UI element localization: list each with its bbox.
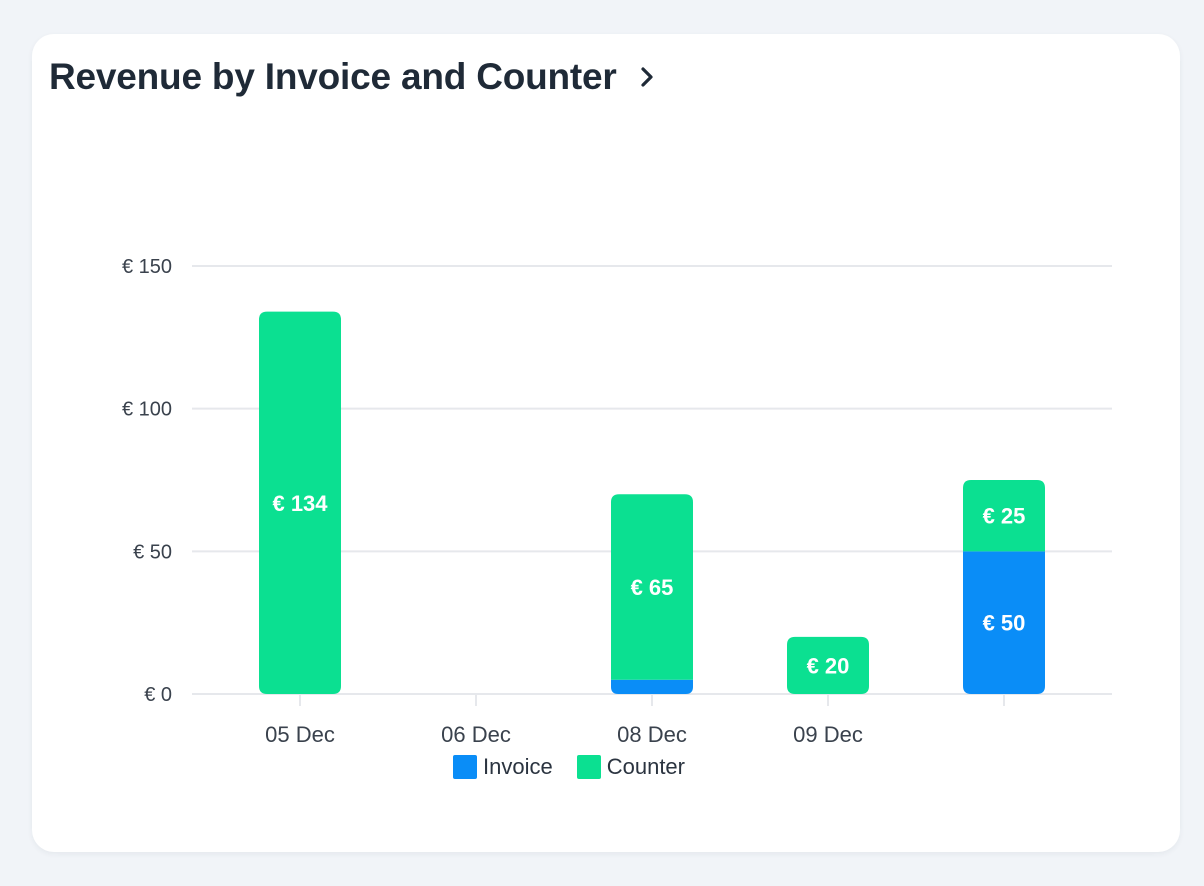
x-tick-label: 05 Dec bbox=[265, 722, 335, 747]
bar-counter-4 bbox=[963, 480, 1045, 552]
chart-legend: Invoice Counter bbox=[453, 754, 709, 780]
revenue-card bbox=[32, 34, 1180, 852]
bar-counter-0 bbox=[259, 311, 341, 694]
chevron-right-icon bbox=[641, 67, 653, 87]
legend-swatch-counter bbox=[576, 755, 601, 779]
y-tick-label: € 150 bbox=[122, 256, 172, 278]
bar-counter-2 bbox=[611, 494, 693, 680]
card-header-link[interactable]: Revenue by Invoice and Counter bbox=[49, 56, 657, 98]
x-tick-label: 06 Dec bbox=[441, 722, 511, 747]
legend-item-invoice[interactable]: Invoice bbox=[453, 754, 553, 780]
y-tick-label: € 0 bbox=[144, 684, 172, 706]
x-tick-label: 09 Dec bbox=[793, 722, 863, 747]
bar-invoice-4 bbox=[963, 551, 1045, 694]
data-label: € 134 bbox=[272, 491, 328, 516]
legend-item-counter[interactable]: Counter bbox=[576, 754, 685, 780]
data-label: € 50 bbox=[983, 611, 1026, 636]
y-tick-label: € 100 bbox=[122, 399, 172, 421]
card-title: Revenue by Invoice and Counter bbox=[49, 56, 617, 97]
legend-label-counter: Counter bbox=[606, 754, 685, 779]
data-label: € 65 bbox=[631, 575, 674, 600]
bar-invoice-2 bbox=[611, 679, 693, 694]
legend-label-invoice: Invoice bbox=[483, 754, 553, 779]
y-tick-label: € 50 bbox=[133, 541, 172, 563]
data-label: € 25 bbox=[983, 504, 1026, 529]
data-label: € 20 bbox=[807, 653, 850, 678]
bar-counter-3 bbox=[787, 636, 869, 694]
x-tick-label: 08 Dec bbox=[617, 722, 687, 747]
legend-swatch-invoice bbox=[453, 755, 477, 779]
